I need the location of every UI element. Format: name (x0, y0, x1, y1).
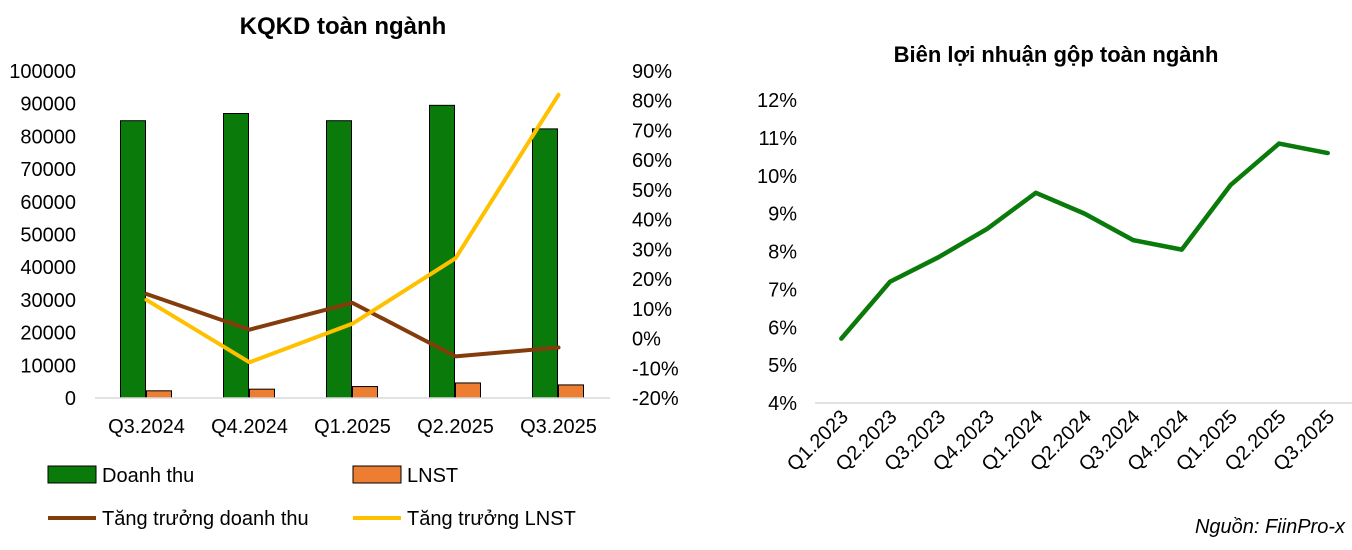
y-tick-label: 11% (758, 128, 797, 150)
y-left-tick-label: 90000 (20, 94, 76, 116)
gross-margin-chart: Biên lợi nhuận gộp toàn ngành 12% 11% 10% 9… (757, 42, 1352, 476)
legend-swatch-doanh-thu (47, 465, 97, 484)
bar-doanh-thu (120, 120, 146, 399)
bar-lnst (352, 386, 378, 399)
x-tick-label: Q3.2025 (520, 416, 597, 438)
legend-label-tang-truong-lnst: Tăng trưởng LNST (407, 508, 576, 530)
y-right-tick-label: 30% (632, 239, 672, 261)
y-right-tick-label: 90% (632, 61, 672, 83)
bar-lnst (146, 390, 172, 399)
x-tick-label: Q2.2025 (417, 416, 494, 438)
line-tang-truong-lnst (144, 92, 561, 365)
y-right-tick-label: 20% (632, 269, 672, 291)
x-tick-label: Q4.2024 (211, 416, 288, 438)
legend: Doanh thu LNST Tăng trưởng doanh thu Tăn… (47, 465, 576, 530)
y-left-tick-label: 10000 (20, 355, 76, 377)
y-right-tick-label: -10% (632, 358, 679, 380)
legend-label-lnst: LNST (407, 465, 458, 487)
y-left-tick-label: 100000 (9, 61, 76, 83)
bar-doanh-thu (532, 128, 558, 399)
y-tick-label: 9% (768, 204, 797, 226)
source-note: Nguồn: FiinPro-x (1195, 516, 1346, 538)
y-right-tick-label: 70% (632, 120, 672, 142)
y-left-tick-label: 50000 (20, 225, 76, 247)
y-tick-label: 4% (768, 393, 797, 415)
business-results-title: KQKD toàn ngành (240, 13, 447, 40)
y-right-tick-label: 80% (632, 91, 672, 113)
y-tick-label: 8% (768, 242, 797, 264)
legend-swatch-lnst (352, 465, 402, 484)
legend-item-doanh-thu: Doanh thu (47, 465, 194, 487)
gross-margin-title: Biên lợi nhuận gộp toàn ngành (894, 42, 1219, 67)
y-tick-label: 10% (757, 166, 797, 188)
y-tick-label: 5% (768, 355, 797, 377)
y-left-tick-label: 40000 (20, 257, 76, 279)
y-left-tick-label: 80000 (20, 126, 76, 148)
bar-doanh-thu (326, 120, 352, 399)
legend-label-tang-truong-doanh-thu: Tăng trưởng doanh thu (102, 508, 309, 530)
y-right-tick-label: 10% (632, 299, 672, 321)
legend-item-lnst: LNST (352, 465, 458, 487)
legend-item-tang-truong-lnst: Tăng trưởng LNST (353, 508, 576, 530)
y-left-tick-label: 70000 (20, 159, 76, 181)
bar-lnst (455, 382, 481, 399)
x-tick-label: Q1.2025 (314, 416, 391, 438)
x-tick-label: Q3.2024 (108, 416, 185, 438)
line-tang-truong-doanh-thu (144, 291, 561, 359)
business-results-chart: KQKD toàn ngành 100000900008000070000600… (9, 13, 679, 530)
legend-item-tang-truong-doanh-thu: Tăng trưởng doanh thu (48, 508, 309, 530)
y-tick-label: 12% (757, 90, 797, 112)
y-right-tick-label: 40% (632, 210, 672, 232)
y-right-tick-label: 60% (632, 150, 672, 172)
y-right-tick-label: 0% (632, 329, 661, 351)
legend-label-doanh-thu: Doanh thu (102, 465, 194, 487)
y-tick-label: 6% (768, 317, 797, 339)
bar-lnst (249, 388, 275, 399)
bar-lnst (558, 384, 584, 399)
y-left-tick-label: 60000 (20, 192, 76, 214)
y-left-tick-label: 0 (65, 388, 76, 410)
y-left-tick-label: 30000 (20, 290, 76, 312)
y-tick-label: 7% (768, 279, 797, 301)
y-right-tick-label: 50% (632, 180, 672, 202)
y-left-tick-label: 20000 (20, 323, 76, 345)
line-gross-margin (839, 141, 1330, 341)
y-right-tick-label: -20% (632, 388, 679, 410)
